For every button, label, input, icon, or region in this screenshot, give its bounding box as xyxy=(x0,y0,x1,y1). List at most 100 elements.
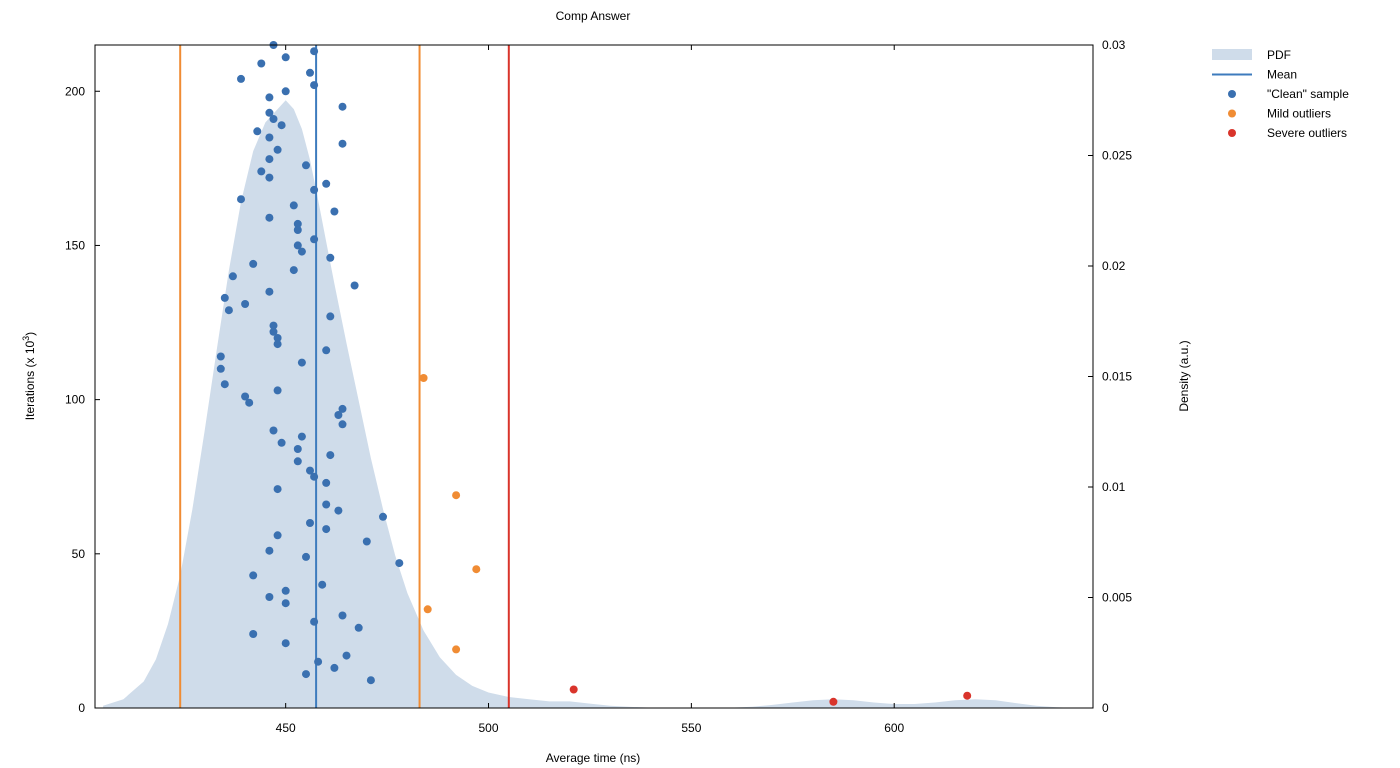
clean-sample-point xyxy=(241,392,250,401)
clean-sample-point xyxy=(338,102,347,111)
clean-sample-point xyxy=(249,259,258,268)
clean-sample-point xyxy=(257,167,266,176)
y-axis-label-exponent: 3 xyxy=(21,336,31,341)
clean-sample-point xyxy=(281,87,290,96)
y2-tick-label: 0.025 xyxy=(1102,149,1132,163)
clean-sample-point xyxy=(314,657,323,666)
clean-sample-point xyxy=(366,676,375,685)
y2-tick-label: 0 xyxy=(1102,701,1109,715)
clean-sample-point xyxy=(310,47,319,56)
clean-sample-point xyxy=(224,306,233,315)
y2-tick-label: 0.01 xyxy=(1102,480,1126,494)
x-axis-label: Average time (ns) xyxy=(546,751,640,765)
clean-sample-point xyxy=(265,155,274,164)
severe-outliers-point xyxy=(829,697,838,706)
clean-sample-point xyxy=(273,485,282,494)
mild-outliers-point xyxy=(423,605,432,614)
clean-sample-point xyxy=(216,352,225,361)
clean-sample-point xyxy=(326,253,335,262)
clean-sample-point xyxy=(249,571,258,580)
legend-swatch-severe-outliers xyxy=(1228,129,1236,137)
clean-sample-point xyxy=(220,380,229,389)
clean-sample-point xyxy=(265,108,274,117)
clean-sample-point xyxy=(326,312,335,321)
clean-sample-point xyxy=(354,623,363,632)
clean-sample-point xyxy=(297,358,306,367)
clean-sample-point xyxy=(241,300,250,308)
clean-sample-point xyxy=(302,161,310,170)
clean-sample-point xyxy=(322,346,331,355)
clean-sample-point xyxy=(297,247,306,256)
severe-outliers-point xyxy=(569,685,578,694)
clean-sample-point xyxy=(269,115,278,123)
clean-sample-point xyxy=(302,670,310,679)
chart-title: Comp Answer xyxy=(556,9,631,23)
clean-sample-point xyxy=(342,651,351,660)
legend-label-mild-outliers: Mild outliers xyxy=(1267,107,1331,121)
y2-tick-label: 0.02 xyxy=(1102,259,1126,273)
clean-sample-point xyxy=(318,580,327,589)
clean-sample-point xyxy=(265,93,274,102)
clean-sample-point xyxy=(253,127,262,136)
y-axis-right: 0 0.005 0.01 0.015 0.02 0.025 0.03 xyxy=(1088,38,1132,715)
clean-sample-point xyxy=(289,266,298,275)
clean-sample-point xyxy=(334,506,343,515)
clean-sample-point xyxy=(293,226,302,234)
clean-sample-point xyxy=(379,512,387,521)
clean-sample-point xyxy=(269,321,278,330)
y-tick-label: 200 xyxy=(65,84,85,98)
clean-sample-point xyxy=(326,451,335,460)
pdf-area-layer xyxy=(103,100,1077,709)
clean-sample-point xyxy=(281,599,290,608)
legend-label-clean-sample: "Clean" sample xyxy=(1267,87,1349,101)
clean-sample-point xyxy=(322,525,331,534)
clean-sample-point xyxy=(293,445,302,453)
clean-sample-point xyxy=(362,537,371,546)
y-axis-label-close: ) xyxy=(23,332,37,336)
y-tick-label: 150 xyxy=(65,238,85,252)
y2-tick-label: 0.005 xyxy=(1102,591,1132,605)
clean-sample-point xyxy=(310,617,319,626)
clean-sample-point xyxy=(297,432,306,441)
y2-tick-label: 0.03 xyxy=(1102,38,1126,52)
y-axis-label: Iterations (x 103) xyxy=(21,332,37,420)
clean-sample-point xyxy=(293,457,302,466)
y-tick-label: 0 xyxy=(78,701,85,715)
x-tick-label: 450 xyxy=(276,721,296,735)
y-tick-label: 50 xyxy=(72,547,86,561)
clean-sample-point xyxy=(273,386,282,395)
clean-sample-point xyxy=(306,519,314,527)
legend-swatch-clean-sample xyxy=(1228,90,1236,98)
y-axis-left: 0 50 100 150 200 xyxy=(65,84,100,715)
clean-sample-point xyxy=(306,466,314,475)
clean-sample-point xyxy=(237,74,245,83)
x-tick-label: 500 xyxy=(479,721,499,735)
severe-outliers-point xyxy=(963,691,972,700)
y2-axis-label: Density (a.u.) xyxy=(1177,340,1191,411)
x-tick-label: 600 xyxy=(884,721,904,735)
y2-tick-label: 0.015 xyxy=(1102,370,1132,384)
clean-sample-point xyxy=(334,411,343,419)
clean-sample-point xyxy=(273,334,282,342)
clean-sample-point xyxy=(277,438,286,447)
clean-sample-point xyxy=(338,611,347,620)
clean-sample-point xyxy=(265,213,274,222)
clean-sample-point xyxy=(273,340,282,349)
clean-sample-point xyxy=(277,121,286,130)
clean-sample-point xyxy=(395,559,404,568)
clean-sample-point xyxy=(269,327,278,336)
legend-label-mean: Mean xyxy=(1267,68,1297,82)
x-axis: 450 500 550 600 xyxy=(276,45,905,735)
legend-swatch-pdf xyxy=(1212,49,1252,60)
clean-sample-point xyxy=(322,179,331,188)
pdf-area xyxy=(103,100,1077,709)
legend-swatch-mild-outliers xyxy=(1228,109,1236,118)
legend-label-pdf: PDF xyxy=(1267,48,1291,62)
clean-sample-point xyxy=(281,53,290,62)
clean-sample-point xyxy=(237,195,245,204)
clean-sample-point xyxy=(338,420,347,429)
clean-sample-point xyxy=(310,81,319,90)
clean-sample-point xyxy=(216,364,225,373)
clean-sample-point xyxy=(302,552,310,561)
